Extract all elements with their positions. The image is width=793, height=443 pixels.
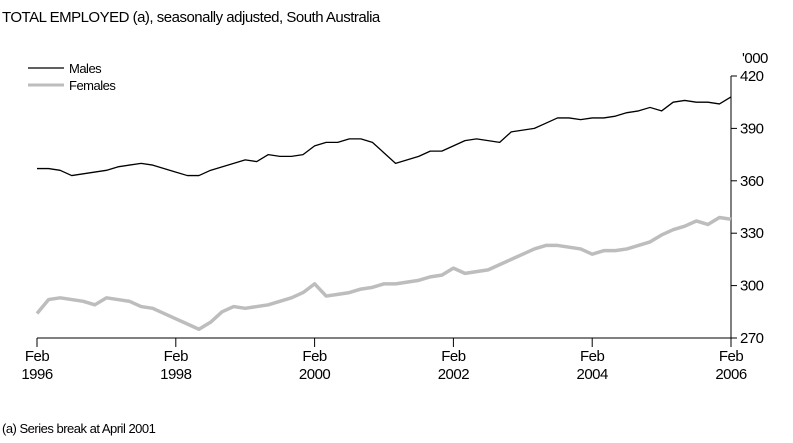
x-tick-label: 1998 bbox=[160, 366, 192, 383]
x-tick-label: 1996 bbox=[21, 366, 53, 383]
y-tick-label: 360 bbox=[740, 173, 764, 190]
legend-label: Males bbox=[69, 61, 102, 76]
x-tick-label: Feb bbox=[441, 348, 466, 365]
x-tick-label: 2000 bbox=[299, 366, 331, 383]
series-line bbox=[37, 96, 732, 177]
footnote: (a) Series break at April 2001 bbox=[2, 421, 156, 436]
chart-title: TOTAL EMPLOYED (a), seasonally adjusted,… bbox=[2, 9, 381, 26]
x-tick-label: 2004 bbox=[577, 366, 609, 383]
y-unit: '000 bbox=[742, 50, 768, 67]
x-tick-label: Feb bbox=[580, 348, 605, 365]
y-tick-label: 420 bbox=[740, 68, 764, 85]
y-tick-label: 330 bbox=[740, 225, 764, 242]
x-tick-label: Feb bbox=[164, 348, 189, 365]
series-line bbox=[35, 215, 732, 332]
x-tick-label: 2006 bbox=[715, 366, 747, 383]
y-tick-label: 300 bbox=[740, 278, 764, 295]
x-tick-label: Feb bbox=[25, 348, 50, 365]
y-tick-label: 270 bbox=[740, 330, 764, 347]
x-tick-label: Feb bbox=[302, 348, 327, 365]
y-tick-label: 390 bbox=[740, 120, 764, 137]
legend-label: Females bbox=[69, 78, 116, 93]
x-tick-label: Feb bbox=[719, 348, 744, 365]
x-tick-label: 2002 bbox=[438, 366, 470, 383]
